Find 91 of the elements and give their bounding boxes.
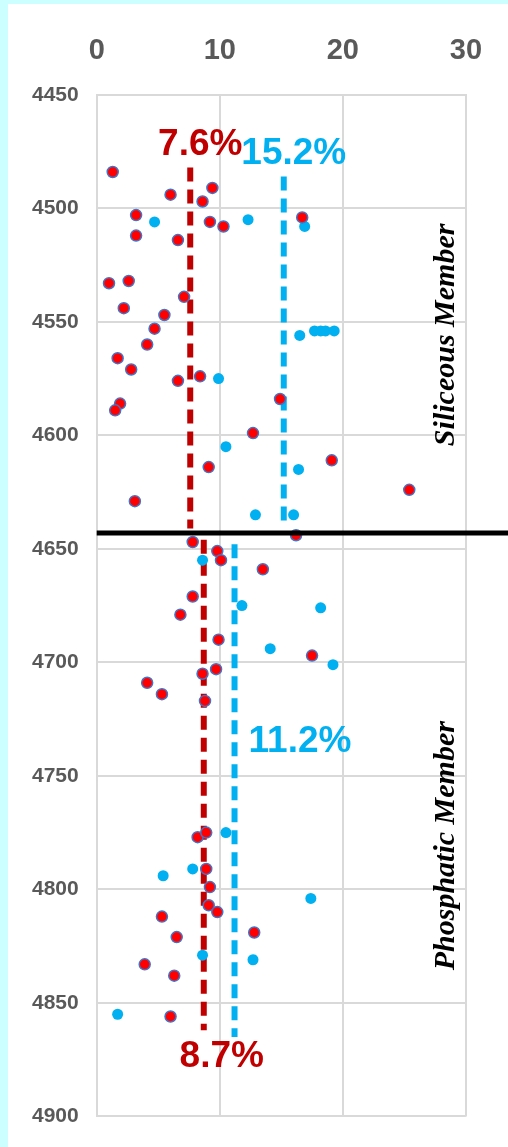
y-tick-label: 4850 — [32, 989, 79, 1013]
point — [111, 351, 124, 365]
series-label: 15.2% — [241, 131, 347, 173]
point — [174, 608, 187, 621]
point — [187, 863, 199, 875]
point — [213, 373, 225, 385]
point — [128, 494, 142, 508]
point — [149, 216, 161, 228]
point — [403, 483, 416, 497]
point — [220, 827, 232, 839]
x-tick-label: 0 — [88, 33, 105, 66]
point — [206, 181, 219, 195]
y-tick-label: 4500 — [32, 195, 79, 219]
point — [220, 441, 232, 453]
point — [294, 329, 306, 341]
point — [171, 374, 185, 388]
point — [164, 1010, 177, 1023]
point — [214, 553, 228, 567]
series-label: 7.6% — [158, 122, 243, 164]
point — [155, 687, 169, 701]
point — [117, 301, 131, 315]
point — [170, 930, 183, 944]
point — [148, 322, 161, 335]
point — [202, 460, 215, 474]
series-label: 8.7% — [179, 1033, 264, 1075]
point — [242, 214, 254, 226]
point — [197, 554, 209, 566]
y-tick-label: 4900 — [32, 1103, 79, 1127]
point — [129, 229, 143, 242]
point — [295, 211, 309, 224]
annotation: Siliceous Member — [426, 223, 460, 447]
point — [140, 338, 154, 351]
point — [199, 826, 213, 839]
point — [203, 880, 217, 894]
point — [177, 290, 191, 304]
point — [102, 276, 116, 290]
point — [315, 602, 327, 614]
point — [199, 862, 213, 876]
point — [256, 563, 270, 576]
annotation: Phosphatic Member — [426, 720, 460, 972]
point — [249, 509, 261, 521]
point — [157, 870, 169, 882]
point — [246, 426, 260, 440]
point — [203, 215, 217, 229]
point — [171, 233, 185, 247]
x-tick-label: 10 — [203, 33, 236, 66]
point — [212, 633, 225, 646]
point — [158, 308, 171, 322]
point — [122, 274, 135, 288]
x-tick-label: 20 — [326, 33, 359, 66]
point — [167, 969, 181, 982]
point — [247, 926, 261, 939]
x-tick-label: 30 — [449, 33, 482, 66]
point — [138, 958, 151, 971]
point — [288, 509, 300, 521]
point — [273, 392, 287, 406]
point — [196, 195, 209, 208]
point — [202, 899, 215, 912]
point — [217, 220, 230, 233]
point — [129, 208, 143, 222]
point — [197, 949, 209, 961]
point — [124, 363, 138, 376]
point — [325, 454, 338, 467]
y-tick-label: 4450 — [32, 81, 79, 105]
y-tick-label: 4600 — [32, 422, 79, 446]
point — [155, 910, 169, 923]
point — [164, 188, 177, 201]
point — [236, 600, 248, 612]
point — [264, 643, 276, 655]
point — [247, 954, 259, 966]
point — [112, 1008, 124, 1020]
y-tick-label: 4550 — [32, 308, 79, 332]
point — [211, 905, 224, 919]
point — [140, 676, 154, 690]
series-label: 11.2% — [248, 718, 352, 760]
y-tick-label: 4650 — [32, 535, 79, 559]
y-tick-label: 4800 — [32, 876, 79, 900]
point — [305, 892, 317, 904]
point — [293, 463, 305, 475]
y-tick-label: 4700 — [32, 649, 79, 673]
point — [106, 165, 119, 179]
point — [198, 694, 212, 708]
point — [193, 370, 207, 383]
point — [196, 667, 209, 680]
point — [186, 535, 199, 549]
y-tick-label: 4750 — [32, 762, 79, 786]
point — [108, 404, 122, 417]
point — [186, 590, 199, 603]
point — [209, 662, 223, 676]
point — [305, 649, 319, 662]
point — [327, 659, 339, 671]
